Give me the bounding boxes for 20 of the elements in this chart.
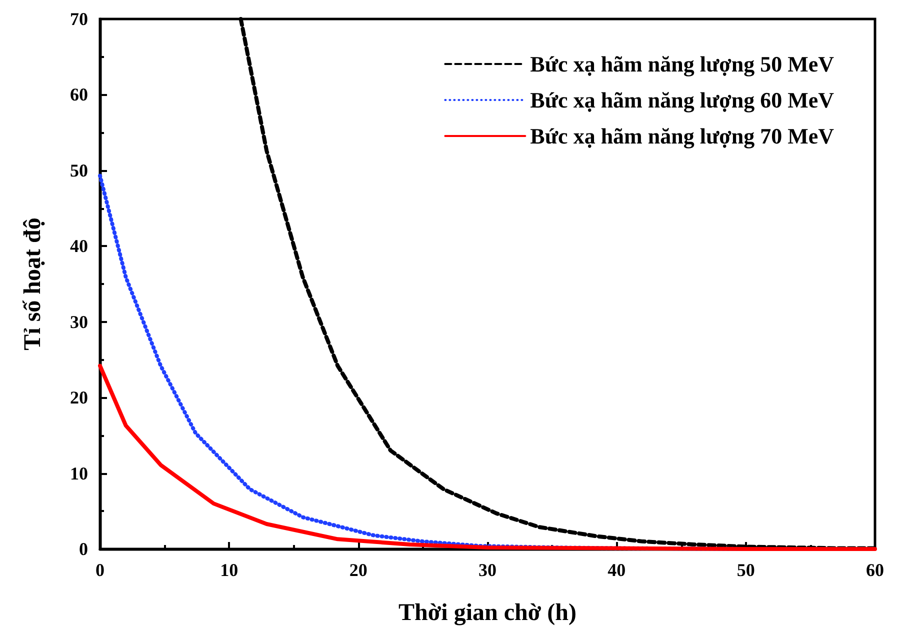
y-tick-label: 60 — [70, 84, 88, 105]
x-tick-label: 10 — [220, 560, 238, 580]
y-tick-label: 10 — [70, 463, 88, 484]
x-tick-label: 40 — [608, 560, 626, 580]
x-axis-title: Thời gian chờ (h) — [398, 600, 576, 626]
y-tick-label: 0 — [79, 539, 88, 559]
x-tick-label: 50 — [736, 560, 755, 580]
legend-label: Bức xạ hãm năng lượng 50 MeV — [530, 52, 834, 76]
y-tick-label: 40 — [70, 236, 88, 256]
legend-label: Bức xạ hãm năng lượng 60 MeV — [530, 88, 834, 112]
x-tick-label: 60 — [866, 560, 884, 580]
legend-label: Bức xạ hãm năng lượng 70 MeV — [530, 124, 834, 148]
y-tick-label: 20 — [70, 388, 88, 408]
x-tick-label: 20 — [349, 560, 368, 580]
y-tick-label: 70 — [70, 9, 88, 29]
x-tick-label: 0 — [96, 560, 104, 580]
y-tick-label: 50 — [70, 160, 88, 180]
y-axis-title: Tỉ số hoạt độ — [20, 218, 46, 350]
x-tick-label: 30 — [478, 560, 496, 580]
y-tick-label: 30 — [70, 312, 88, 332]
